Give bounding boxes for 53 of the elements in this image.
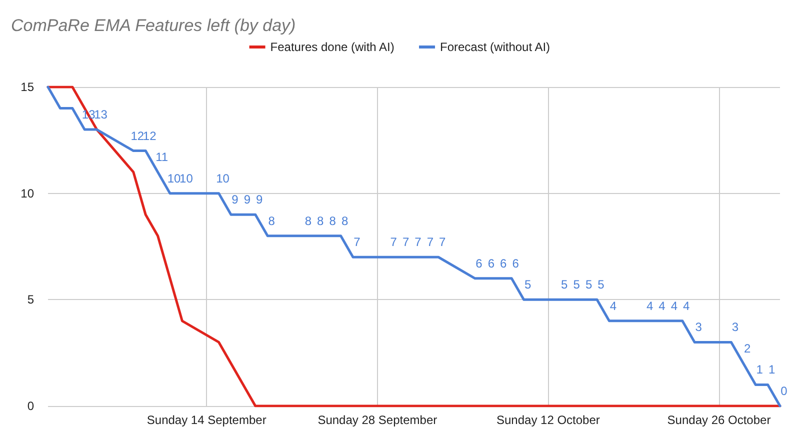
data-label: 5 — [585, 278, 592, 292]
data-label: 9 — [232, 192, 239, 207]
data-label: 3 — [732, 320, 739, 334]
x-tick-label: Sunday 14 September — [146, 413, 266, 427]
data-label: 6 — [488, 256, 495, 270]
data-label: 10 — [180, 171, 194, 186]
data-label: 4 — [610, 298, 617, 313]
data-label: 6 — [500, 256, 508, 270]
data-label: 7 — [414, 235, 422, 250]
data-label: 8 — [329, 214, 336, 228]
data-label: 8 — [304, 214, 312, 228]
x-tick-label: Sunday 26 October — [667, 413, 771, 427]
data-label: 10 — [167, 171, 181, 186]
data-label: 2 — [744, 341, 752, 356]
y-tick-label: 10 — [20, 186, 34, 200]
data-label: 4 — [646, 298, 654, 313]
legend-label: Forecast (without AI) — [440, 40, 550, 54]
data-label: 4 — [658, 298, 666, 313]
data-label: 11 — [156, 150, 168, 164]
data-label: 12 — [130, 128, 144, 143]
data-label: 7 — [390, 235, 398, 250]
y-tick-label: 5 — [27, 292, 34, 307]
data-label: 8 — [341, 214, 348, 228]
y-tick-label: 0 — [27, 399, 34, 413]
data-label: 5 — [561, 278, 568, 292]
data-label: 5 — [573, 278, 580, 292]
data-label: 6 — [512, 256, 520, 270]
data-label: 9 — [256, 192, 264, 207]
x-tick-label: Sunday 28 September — [318, 413, 438, 427]
data-label: 7 — [402, 235, 410, 250]
data-label: 5 — [598, 278, 605, 292]
data-label: 7 — [439, 235, 446, 250]
data-label: 0 — [780, 384, 788, 398]
data-label: 7 — [426, 235, 434, 250]
chart-title: ComPaRe EMA Features left (by day) — [11, 16, 296, 35]
data-label: 8 — [317, 214, 324, 228]
data-label: 5 — [524, 278, 532, 292]
data-label: 3 — [695, 320, 702, 334]
data-label: 4 — [683, 298, 690, 313]
data-label: 13 — [94, 108, 108, 122]
data-label: 6 — [476, 256, 483, 270]
legend-label: Features done (with AI) — [270, 40, 394, 54]
line-series — [46, 86, 782, 408]
data-label: 12 — [142, 128, 157, 143]
data-label: 4 — [670, 298, 678, 313]
y-tick-label: 15 — [20, 80, 34, 94]
data-label: 10 — [216, 171, 230, 186]
data-label: 1 — [756, 362, 764, 377]
data-label: 9 — [244, 192, 251, 207]
data-label: 7 — [354, 235, 361, 250]
x-tick-label: Sunday 12 October — [496, 413, 600, 427]
data-label: 1 — [768, 362, 776, 377]
data-label: 8 — [268, 214, 276, 228]
